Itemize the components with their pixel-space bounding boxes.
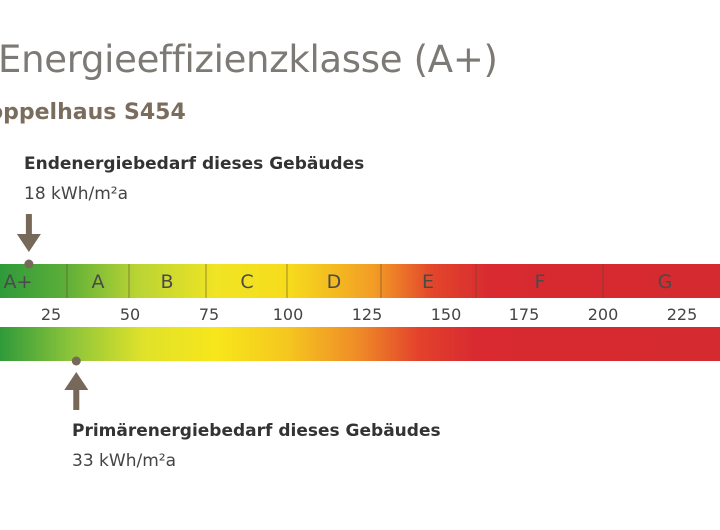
page-title: Energieeffizienzklasse (A+) xyxy=(0,38,498,81)
class-bar xyxy=(0,264,720,298)
primaerenergie-marker-dot xyxy=(71,356,81,366)
primaerenergie-arrow-head xyxy=(64,372,89,390)
endenergie-marker-dot xyxy=(24,259,34,269)
tick-label: 200 xyxy=(588,305,619,324)
class-label-aplus: A+ xyxy=(4,271,33,293)
tick-label: 50 xyxy=(120,305,140,324)
class-label-c: C xyxy=(240,271,253,293)
tick-label: 125 xyxy=(352,305,383,324)
class-label-g: G xyxy=(658,271,673,293)
class-label-d: D xyxy=(327,271,342,293)
endenergie-arrow-head xyxy=(16,234,41,252)
endenergie-arrow-shaft xyxy=(25,214,32,236)
endenergie-value: 18 kWh/m²a xyxy=(24,184,128,204)
tick-label: 100 xyxy=(273,305,304,324)
primary-bar xyxy=(0,327,720,361)
tick-label: 150 xyxy=(431,305,462,324)
class-label-b: B xyxy=(160,271,173,293)
primaerenergie-label: Primärenergiebedarf dieses Gebäudes xyxy=(72,421,441,441)
tick-label: 175 xyxy=(509,305,540,324)
tick-label: 25 xyxy=(41,305,61,324)
endenergie-label: Endenergiebedarf dieses Gebäudes xyxy=(24,154,365,174)
class-label-f: F xyxy=(535,271,546,293)
tick-label: 75 xyxy=(199,305,219,324)
class-label-e: E xyxy=(422,271,434,293)
page-subtitle: oppelhaus S454 xyxy=(0,100,186,125)
tick-label: 225 xyxy=(667,305,698,324)
class-label-a: A xyxy=(92,271,105,293)
primaerenergie-arrow-shaft xyxy=(73,388,80,410)
primaerenergie-value: 33 kWh/m²a xyxy=(72,451,176,471)
